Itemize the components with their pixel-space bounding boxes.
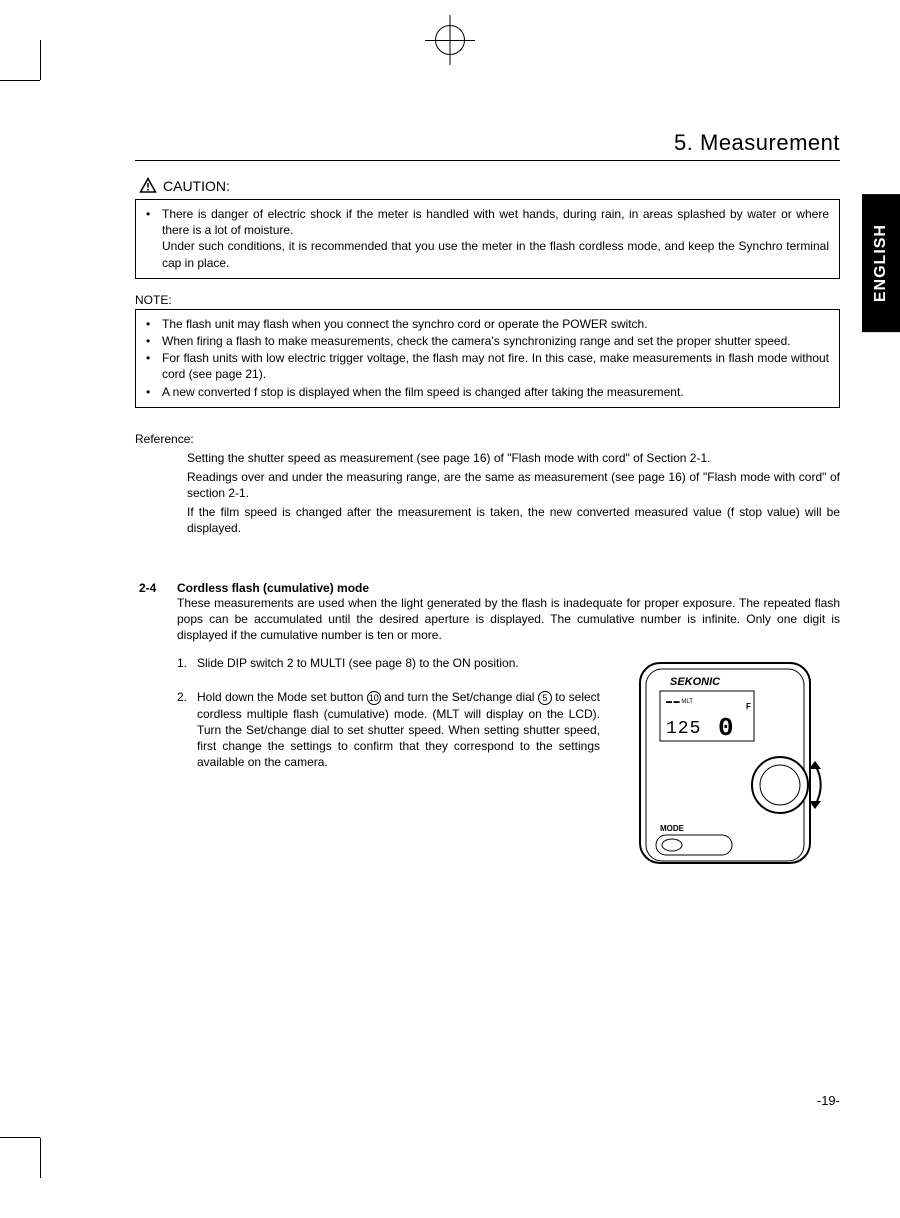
- note-label: NOTE:: [135, 293, 840, 307]
- circled-ten-icon: 10: [367, 691, 381, 705]
- reference-marker: [167, 504, 187, 536]
- caution-text: There is danger of electric shock if the…: [162, 207, 829, 237]
- registration-mark: [410, 0, 490, 80]
- step-text: Slide DIP switch 2 to MULTI (see page 8)…: [197, 655, 600, 671]
- subsection-number: 2-4: [139, 581, 177, 595]
- bullet: •: [146, 316, 162, 332]
- svg-text:▬ ▬ MLT: ▬ ▬ MLT: [666, 699, 693, 705]
- reference-label: Reference:: [135, 432, 840, 446]
- svg-text:F: F: [746, 702, 751, 711]
- warning-icon: [139, 177, 157, 195]
- reference-list: Setting the shutter speed as measurement…: [167, 450, 840, 537]
- device-brand: SEKONIC: [670, 676, 721, 688]
- step-number: 2.: [177, 689, 197, 770]
- reference-text: Readings over and under the measuring ra…: [187, 469, 840, 501]
- svg-text:125: 125: [666, 719, 701, 739]
- reference-marker: [167, 469, 187, 501]
- bullet: •: [146, 384, 162, 400]
- section-title: 5. Measurement: [135, 130, 840, 161]
- caution-header: CAUTION:: [139, 177, 840, 195]
- svg-text:0: 0: [718, 713, 734, 743]
- reference-text: Setting the shutter speed as measurement…: [187, 450, 840, 466]
- subsection-title: Cordless flash (cumulative) mode: [177, 581, 369, 595]
- svg-text:MODE: MODE: [660, 824, 685, 833]
- crop-mark: [40, 1138, 41, 1178]
- caution-text: Under such conditions, it is recommended…: [162, 239, 829, 269]
- reference-text: If the film speed is changed after the m…: [187, 504, 840, 536]
- page-number: -19-: [817, 1093, 840, 1108]
- note-text: A new converted f stop is displayed when…: [162, 384, 829, 400]
- step-number: 1.: [177, 655, 197, 671]
- reference-marker: [167, 450, 187, 466]
- crop-mark: [40, 40, 41, 80]
- crop-mark: [0, 1137, 40, 1138]
- note-box: •The flash unit may flash when you conne…: [135, 309, 840, 408]
- language-tab: ENGLISH: [862, 194, 900, 332]
- note-text: The flash unit may flash when you connec…: [162, 316, 829, 332]
- caution-box: • There is danger of electric shock if t…: [135, 199, 840, 279]
- device-illustration: SEKONIC ▬ ▬ MLT F 125 0: [620, 655, 840, 868]
- bullet: •: [146, 350, 162, 382]
- caution-label: CAUTION:: [163, 178, 230, 194]
- note-text: When firing a flash to make measurements…: [162, 333, 829, 349]
- bullet: •: [146, 206, 162, 271]
- crop-mark: [0, 80, 40, 81]
- bullet: •: [146, 333, 162, 349]
- note-text: For flash units with low electric trigge…: [162, 350, 829, 382]
- subsection-description: These measurements are used when the lig…: [177, 595, 840, 644]
- step-text: Hold down the Mode set button 10 and tur…: [197, 689, 600, 770]
- circled-five-icon: 5: [538, 691, 552, 705]
